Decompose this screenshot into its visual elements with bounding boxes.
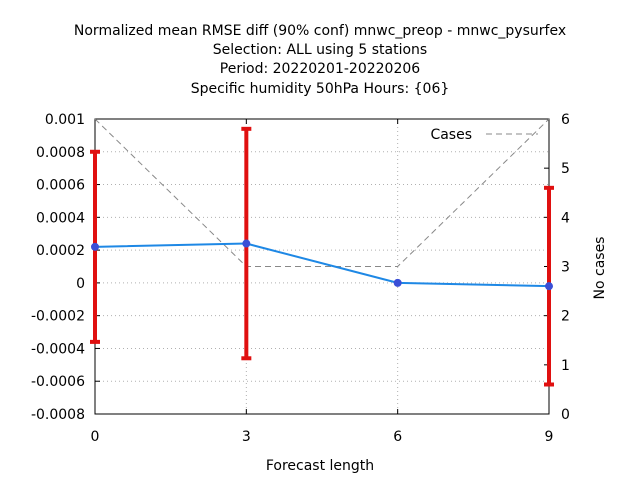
mean-diff-line — [94, 242, 550, 288]
y2-tick-label: 5 — [561, 161, 570, 177]
y-tick-label: 0.0002 — [36, 243, 85, 259]
y-tick-label: 0.0006 — [36, 178, 85, 194]
y-tick-label: -0.0006 — [31, 374, 85, 390]
y2-tick-label: 1 — [561, 358, 570, 374]
y2-tick-label: 0 — [561, 407, 570, 423]
y-tick-label: -0.0004 — [31, 341, 85, 357]
legend: Cases — [430, 127, 538, 143]
grid — [95, 119, 549, 414]
x-axis-label: Forecast length — [266, 458, 374, 474]
y2-axis-tick-labels: 0 1 2 3 4 5 6 — [561, 112, 570, 423]
mean-diff-point — [393, 278, 402, 287]
mean-diff-point — [91, 242, 99, 251]
x-tick-label: 0 — [91, 429, 100, 445]
chart-title: Normalized mean RMSE diff (90% conf) mnw… — [74, 23, 566, 97]
y-tick-label: 0.0004 — [36, 210, 85, 226]
mean-diff-point — [545, 282, 553, 291]
x-tick-label: 3 — [242, 429, 251, 445]
y-tick-label: 0 — [76, 276, 85, 292]
cases-line — [94, 118, 550, 267]
title-line-4: Specific humidity 50hPa Hours: {06} — [191, 81, 450, 97]
legend-label-cases: Cases — [430, 127, 472, 143]
y-tick-label: -0.0002 — [31, 309, 85, 325]
x-tick-label: 6 — [393, 429, 402, 445]
x-axis-tick-labels: 0 3 6 9 — [91, 429, 554, 445]
y2-tick-label: 2 — [561, 309, 570, 325]
plot-border — [94, 118, 550, 415]
confidence-interval-bars — [90, 126, 554, 387]
y-tick-label: -0.0008 — [31, 407, 85, 423]
title-line-2: Selection: ALL using 5 stations — [213, 42, 427, 58]
y2-tick-label: 3 — [561, 260, 570, 276]
y-axis-tick-labels: -0.0008 -0.0006 -0.0004 -0.0002 0 0.0002 0.000… — [31, 112, 85, 423]
mean-diff-series — [91, 239, 553, 291]
y2-axis-label: No cases — [592, 237, 608, 300]
axis-ticks — [94, 118, 550, 415]
y2-tick-label: 4 — [561, 210, 570, 226]
title-line-3: Period: 20220201-20220206 — [220, 61, 420, 77]
y-tick-label: 0.001 — [45, 112, 85, 128]
title-line-1: Normalized mean RMSE diff (90% conf) mnw… — [74, 23, 566, 39]
y2-tick-label: 6 — [561, 112, 570, 128]
cases-series — [94, 118, 550, 267]
mean-diff-point — [242, 239, 251, 248]
x-tick-label: 9 — [545, 429, 554, 445]
y-tick-label: 0.0008 — [36, 145, 85, 161]
